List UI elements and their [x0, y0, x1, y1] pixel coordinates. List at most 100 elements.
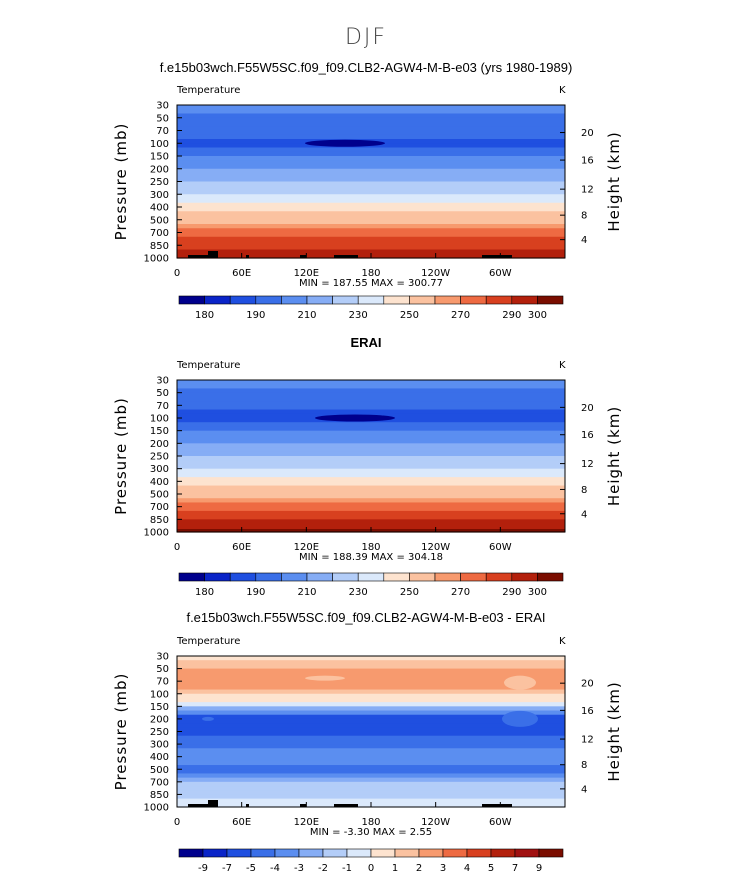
pressure-tick-label: 700: [150, 228, 169, 239]
contour-band: [177, 760, 565, 766]
pressure-tick-label: 1000: [144, 254, 169, 265]
contour-band: [177, 523, 565, 529]
pressure-tick-label: 250: [150, 452, 169, 463]
contour-band: [177, 198, 565, 204]
longitude-tick-label: 120E: [294, 542, 319, 553]
height-tick-label: 12: [581, 459, 594, 470]
contour-band: [177, 786, 565, 791]
contour-band: [177, 202, 565, 208]
contour-band: [177, 681, 565, 686]
contour-band: [177, 147, 565, 153]
contour-band: [177, 241, 565, 246]
contour-band: [177, 434, 565, 440]
colorbar-swatch: [322, 848, 348, 858]
colorbar-label: 250: [400, 310, 419, 321]
colorbar-swatch: [511, 295, 538, 305]
contour-band: [177, 714, 565, 720]
colorbar-label: 290: [502, 587, 521, 598]
cold-core-minimum: [305, 139, 385, 147]
colorbar-swatch: [434, 572, 461, 582]
contour-band: [177, 498, 565, 504]
contour-band: [177, 194, 565, 200]
units-label: K: [559, 85, 566, 96]
colorbar-label: -3: [294, 863, 304, 872]
pressure-tick-label: 70: [156, 677, 169, 688]
colorbar-swatch: [485, 295, 513, 305]
colorbar-label: 180: [195, 587, 214, 598]
colorbar-swatch: [418, 848, 444, 858]
colorbar-swatch: [204, 572, 231, 582]
contour-band: [177, 739, 565, 745]
height-tick-label: 16: [581, 706, 594, 717]
contour-band: [177, 710, 565, 716]
colorbar-label: 300: [528, 587, 547, 598]
contour-band: [177, 752, 565, 758]
min-max-stats: MIN = 187.55 MAX = 300.77: [299, 278, 443, 289]
colorbar-swatch: [346, 848, 372, 858]
contour-band: [177, 494, 565, 499]
contour-band: [177, 396, 565, 402]
colorbar-label: -9: [198, 863, 208, 872]
contour-band: [177, 168, 565, 174]
colorbar-swatch: [370, 848, 396, 858]
contour-band: [177, 773, 565, 779]
pressure-tick-label: 250: [150, 727, 169, 738]
contour-band: [177, 109, 565, 115]
topography: [300, 255, 306, 258]
contour-band: [177, 185, 565, 191]
contour-band: [177, 777, 565, 783]
contour-band: [177, 126, 565, 132]
contour-band: [177, 481, 565, 487]
contour-band: [177, 485, 565, 491]
height-tick-label: 12: [581, 735, 594, 746]
colorbar-swatch: [409, 295, 436, 305]
pressure-tick-label: 400: [150, 477, 169, 488]
units-label: K: [559, 636, 566, 647]
topography: [300, 804, 306, 807]
topography: [188, 804, 210, 807]
pressure-tick-label: 700: [150, 502, 169, 513]
contour-band: [177, 405, 565, 411]
pressure-tick-label: 30: [156, 652, 169, 663]
colorbar-label: 210: [297, 310, 316, 321]
contour-band: [177, 718, 565, 724]
colorbar-label: 5: [488, 863, 494, 872]
colorbar-swatch: [306, 572, 333, 582]
colorbar-swatch: [281, 295, 308, 305]
contour-band: [177, 672, 565, 678]
pressure-tick-label: 250: [150, 177, 169, 188]
pressure-tick-label: 50: [156, 388, 169, 399]
min-max-stats: MIN = -3.30 MAX = 2.55: [310, 827, 432, 838]
topography: [208, 251, 218, 258]
y-axis-title: Pressure (mb): [112, 123, 130, 241]
colorbar-swatch: [204, 295, 231, 305]
colorbar-label: 270: [451, 310, 470, 321]
cold-anomaly: [202, 716, 214, 721]
colorbar-label: 1: [392, 863, 398, 872]
colorbar-label: 190: [246, 310, 265, 321]
colorbar-swatch: [466, 848, 492, 858]
pressure-tick-label: 850: [150, 515, 169, 526]
variable-label: Temperature: [176, 636, 240, 647]
colorbar-label: 300: [528, 310, 547, 321]
contour-band: [177, 160, 565, 166]
panel-title: ERAI: [350, 335, 381, 350]
contour-band: [177, 697, 565, 703]
contour-band: [177, 689, 565, 695]
colorbar-label: 3: [440, 863, 446, 872]
height-tick-label: 8: [581, 485, 587, 496]
longitude-tick-label: 120W: [421, 268, 450, 279]
y2-axis-title: Height (km): [605, 681, 623, 781]
colorbar-swatch: [255, 295, 282, 305]
contour-band: [177, 668, 565, 674]
height-tick-label: 12: [581, 185, 594, 196]
longitude-tick-label: 120E: [294, 268, 319, 279]
contour-band: [177, 515, 565, 520]
colorbar-swatch: [332, 295, 359, 305]
pressure-tick-label: 500: [150, 490, 169, 501]
height-tick-label: 4: [581, 784, 587, 795]
pressure-tick-label: 30: [156, 101, 169, 112]
contour-band: [177, 236, 565, 242]
colorbar-label: 7: [512, 863, 518, 872]
